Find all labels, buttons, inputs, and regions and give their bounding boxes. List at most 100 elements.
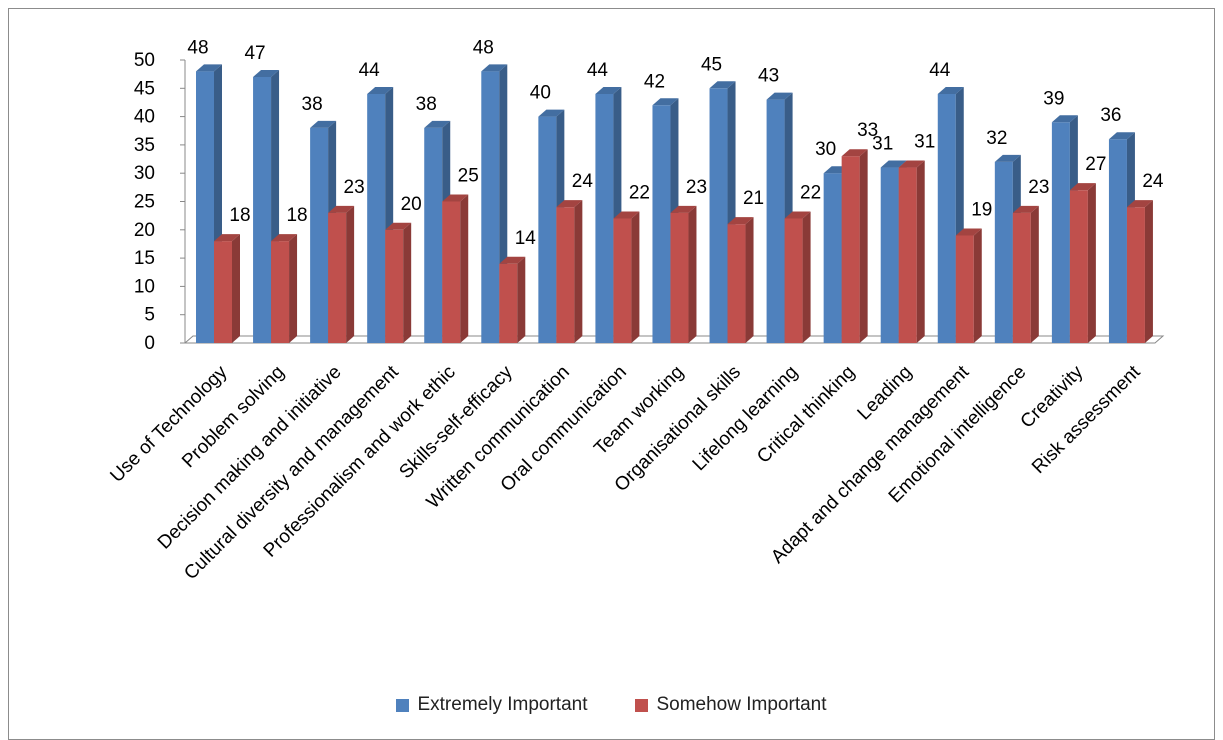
x-category-label: Lifelong learning — [689, 362, 802, 475]
x-category-label: Problem solving — [178, 362, 288, 472]
bar-somehow-13 — [955, 228, 982, 343]
y-tick-label: 10 — [134, 276, 155, 297]
bar-somehow-13-front — [955, 235, 974, 343]
bar-somehow-2-front — [328, 212, 347, 343]
bar-extremely-3-front — [367, 93, 386, 344]
data-label: 14 — [515, 228, 537, 249]
x-category-label: Critical thinking — [753, 362, 859, 468]
bar-somehow-6 — [556, 200, 583, 343]
y-tick-label: 40 — [134, 107, 155, 128]
bar-somehow-15-top — [1069, 183, 1096, 191]
bar-somehow-13-top — [955, 228, 982, 236]
data-label: 23 — [1028, 177, 1049, 198]
x-category-label: Cultural diversity and management — [180, 361, 403, 584]
bar-somehow-2-top — [328, 205, 355, 213]
bar-extremely-11-front — [823, 173, 842, 343]
bar-somehow-5-top — [499, 256, 526, 264]
data-label: 31 — [872, 134, 893, 155]
legend-swatch-series-2 — [635, 698, 649, 712]
y-tick-label: 0 — [144, 333, 155, 354]
bar-somehow-9-side — [745, 217, 754, 343]
bar-extremely-10-top — [766, 92, 793, 100]
bar-somehow-8-front — [670, 212, 689, 343]
data-label: 21 — [743, 188, 764, 209]
data-label: 27 — [1085, 154, 1106, 175]
bar-somehow-12-front — [898, 167, 917, 343]
y-tick-label: 50 — [134, 50, 155, 71]
y-tick-label: 35 — [134, 135, 155, 156]
bar-somehow-4 — [442, 194, 469, 343]
bar-somehow-0 — [214, 234, 240, 343]
bar-somehow-15-side — [1087, 183, 1096, 343]
bar-somehow-5 — [499, 256, 526, 343]
bar-extremely-2-top — [310, 120, 337, 128]
bar-somehow-6-top — [556, 200, 583, 208]
data-label: 25 — [458, 166, 479, 187]
bar-somehow-10-side — [802, 211, 811, 343]
bar-extremely-6-front — [538, 116, 557, 343]
legend-label-series-2: Somehow Important — [656, 694, 827, 715]
data-label: 36 — [1100, 105, 1121, 126]
bar-somehow-0-front — [214, 241, 232, 343]
bar-somehow-10-top — [784, 211, 811, 219]
legend-label-series-1: Extremely Important — [417, 694, 588, 715]
bar-extremely-13-front — [937, 93, 956, 344]
bar-extremely-8-top — [652, 98, 679, 106]
bar-somehow-4-top — [442, 194, 469, 202]
bar-extremely-1-top — [253, 69, 280, 77]
bar-extremely-6-top — [538, 109, 565, 117]
data-label: 38 — [302, 94, 323, 115]
data-label: 24 — [572, 171, 594, 192]
bar-extremely-7-front — [595, 93, 614, 344]
bar-somehow-1 — [271, 234, 298, 343]
bar-somehow-16 — [1126, 200, 1153, 343]
data-label: 39 — [1043, 88, 1064, 109]
bar-somehow-3 — [385, 222, 412, 343]
y-tick-label: 20 — [134, 220, 155, 241]
bar-somehow-3-side — [403, 222, 412, 343]
bar-extremely-15-top — [1051, 115, 1078, 123]
bar-extremely-10-front — [766, 99, 785, 344]
bar-extremely-16-top — [1108, 132, 1135, 140]
bar-somehow-5-side — [517, 256, 526, 343]
data-label: 44 — [929, 60, 951, 81]
bar-extremely-0-front — [196, 71, 214, 343]
data-label: 43 — [758, 66, 779, 87]
data-label: 18 — [286, 205, 307, 226]
legend-item-series-2: Somehow Important — [635, 694, 827, 716]
bar-somehow-2-side — [346, 205, 355, 343]
bar-somehow-3-top — [385, 222, 412, 230]
y-tick-label: 45 — [134, 78, 155, 99]
bar-somehow-9-top — [727, 217, 754, 225]
data-label: 48 — [473, 37, 494, 58]
bar-somehow-7-side — [631, 211, 640, 343]
bar-extremely-13-top — [937, 86, 964, 94]
bar-somehow-4-front — [442, 201, 461, 343]
bar-extremely-1-front — [253, 76, 272, 343]
bar-somehow-8-top — [670, 205, 697, 213]
bar-extremely-3-top — [367, 86, 394, 94]
bar-somehow-12 — [898, 160, 925, 343]
bar-somehow-1-top — [271, 234, 298, 242]
bar-somehow-15-front — [1069, 190, 1088, 343]
bar-somehow-10-front — [784, 218, 803, 343]
data-label: 31 — [914, 132, 935, 153]
bar-somehow-11-side — [859, 149, 868, 343]
bar-somehow-4-side — [460, 194, 469, 343]
bar-somehow-0-side — [232, 234, 240, 343]
bar-extremely-7-top — [595, 86, 622, 94]
data-label: 44 — [587, 60, 609, 81]
bar-somehow-11-top — [841, 149, 868, 157]
data-label: 20 — [401, 194, 422, 215]
bar-somehow-12-side — [916, 160, 925, 343]
bar-somehow-8-side — [688, 205, 697, 343]
data-label: 47 — [244, 43, 265, 64]
bar-extremely-0-top — [196, 64, 222, 72]
bar-extremely-15-front — [1051, 122, 1070, 343]
bar-somehow-1-side — [289, 234, 298, 343]
bar-somehow-3-front — [385, 229, 404, 343]
x-category-label: Risk assessment — [1028, 361, 1145, 478]
bar-somehow-16-side — [1144, 200, 1153, 343]
bar-somehow-0-top — [214, 234, 240, 242]
legend-swatch-series-1 — [396, 698, 410, 712]
